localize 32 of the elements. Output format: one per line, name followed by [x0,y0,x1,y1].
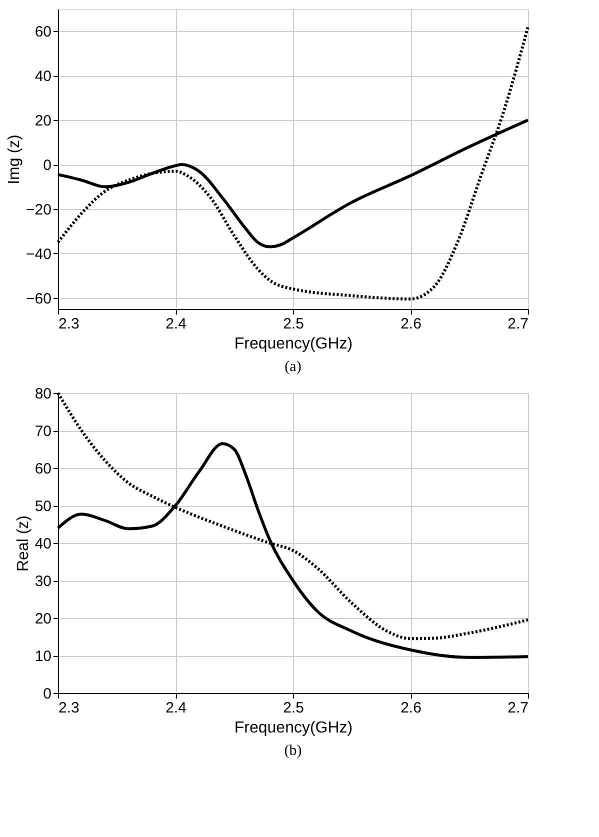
y-tick-label: −20 [26,202,52,218]
y-tick-label: 20 [34,610,52,628]
x-tick-label: 2.4 [166,316,186,332]
y-tick-label: 0 [43,157,52,174]
y-tick-label: 0 [43,686,52,702]
x-tick-label: 2.3 [58,700,80,716]
x-tick-label: 2.7 [508,700,528,716]
text: (b) [284,743,302,759]
x-tick-label: 2.3 [58,316,80,332]
y-tick-label: 60 [34,460,52,478]
y-tick-label: 70 [34,423,52,440]
y-tick-label: 80 [34,386,52,402]
y-axis-title: Real (z) [14,515,32,572]
y-axis-title: Img (z) [6,134,24,184]
x-tick-label: 2.5 [283,700,304,716]
y-tick-label: 40 [34,536,52,552]
x-axis-title: Frequency(GHz) [234,336,353,352]
y-tick-label: 40 [34,68,52,86]
x-tick-label: 2.5 [283,316,304,332]
x-tick-label: 2.7 [508,316,528,332]
x-tick-label: 2.6 [400,316,422,332]
y-tick-label: 60 [34,24,52,41]
text: (a) [284,359,302,375]
y-tick-label: 20 [34,112,52,130]
x-axis-title: Frequency(GHz) [234,720,353,736]
y-tick-label: 10 [34,648,52,665]
y-tick-label: −40 [26,246,52,263]
y-tick-label: 30 [34,573,52,590]
x-tick-label: 2.4 [166,700,186,716]
y-tick-label: −60 [26,290,52,308]
x-tick-label: 2.6 [400,700,422,716]
y-tick-label: 50 [34,498,52,515]
